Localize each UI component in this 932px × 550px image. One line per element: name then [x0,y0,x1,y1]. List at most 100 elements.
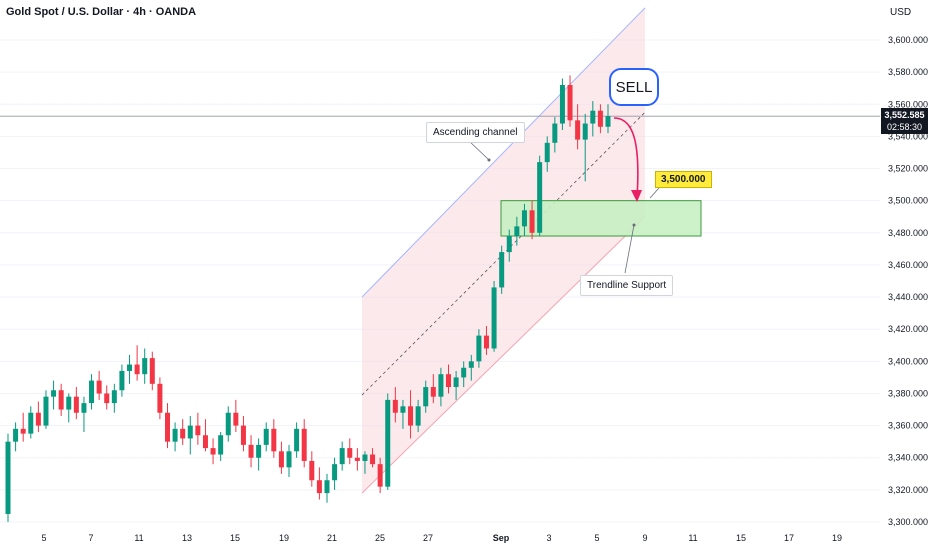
x-tick-label: 21 [327,533,337,543]
candle [529,200,535,240]
x-axis: 5 7 11 13 15 19 21 25 27 Sep 3 5 9 11 15 17 19 [41,533,842,543]
y-tick-label: 3,320.000 [888,485,928,495]
x-tick-label: 3 [546,533,551,543]
y-axis: 3,300.000 3,320.000 3,340.000 3,360.000 3,38… [888,35,928,527]
x-tick-label: 27 [423,533,433,543]
candle [461,361,467,388]
x-tick-label: 19 [279,533,289,543]
candle [438,367,444,407]
candle [392,387,398,423]
candle [35,401,41,433]
candle [453,370,459,400]
ascending-channel[interactable] [362,7,645,494]
y-tick-label: 3,580.000 [888,67,928,77]
candle [225,406,231,442]
candle [5,433,11,522]
candle [66,393,72,423]
y-tick-label: 3,600.000 [888,35,928,45]
trendline-support-label[interactable]: Trendline Support [580,275,674,296]
candle [552,117,558,153]
candle [127,354,133,384]
candles [5,75,611,522]
candle [362,451,368,474]
y-tick-label: 3,440.000 [888,292,928,302]
candle [377,457,383,494]
countdown-timer: 02:58:30 [886,122,923,132]
candle [332,457,338,490]
candle [271,419,277,458]
candle [400,399,406,429]
candle [256,438,262,471]
candle [582,113,588,182]
candle [104,385,110,410]
candle [240,415,246,452]
last-price-value: 3,552.585 [884,110,925,120]
channel-upper-line[interactable] [361,7,646,298]
candle [468,354,474,381]
channel-lower-line[interactable] [361,216,646,494]
last-price-badge[interactable]: 3,552.585 02:58:30 [881,108,928,134]
candle [172,422,178,452]
x-tick-label: 7 [88,533,93,543]
x-tick-label: Sep [493,533,510,543]
candle [233,399,239,433]
channel-label[interactable]: Ascending channel [426,122,525,143]
x-tick-label: 25 [375,533,385,543]
x-tick-label: 5 [41,533,46,543]
sell-arrow [613,117,639,199]
candle [180,419,186,445]
candle [43,390,49,429]
candle [294,422,300,458]
candle [514,216,520,246]
candle [301,419,307,468]
y-tick-label: 3,500.000 [888,196,928,206]
y-tick-label: 3,520.000 [888,164,928,174]
target-label-leader [649,187,660,199]
y-tick-label: 3,400.000 [888,356,928,366]
candle [96,370,102,400]
x-tick-label: 17 [784,533,794,543]
candle [430,374,436,404]
chart-title: Gold Spot / U.S. Dollar · 4h · OANDA [6,6,197,18]
y-tick-label: 3,300.000 [888,517,928,527]
support-label-leader [624,224,635,274]
candle [537,155,543,237]
candle [202,419,208,452]
channel-label-anchor [487,158,491,162]
candle [73,387,79,420]
candle [567,75,573,127]
candle [278,441,284,474]
candle [506,229,512,262]
candle [491,281,497,352]
candle [446,364,452,394]
currency-label: USD [890,7,912,18]
x-tick-label: 15 [736,533,746,543]
x-tick-label: 19 [832,533,842,543]
candle [559,78,565,130]
candle [28,406,34,439]
candle [483,325,489,355]
candle [324,473,330,503]
candle [187,415,193,455]
x-tick-label: 11 [688,533,697,543]
candle [339,441,345,471]
x-tick-label: 5 [594,533,599,543]
candle [134,345,140,381]
sell-label[interactable]: SELL [609,68,659,106]
candle [423,380,429,413]
candle [149,351,155,391]
candle [13,422,19,452]
candle [286,444,292,478]
target-price-label[interactable]: 3,500.000 [655,171,712,188]
candle [263,422,269,452]
x-tick-label: 13 [182,533,192,543]
candle [157,377,163,420]
sell-arrow-head [631,190,642,202]
candle [218,432,224,461]
y-tick-label: 3,420.000 [888,324,928,334]
candle [408,390,414,439]
x-tick-label: 11 [134,533,143,543]
candle [111,383,117,413]
candle [521,203,527,237]
